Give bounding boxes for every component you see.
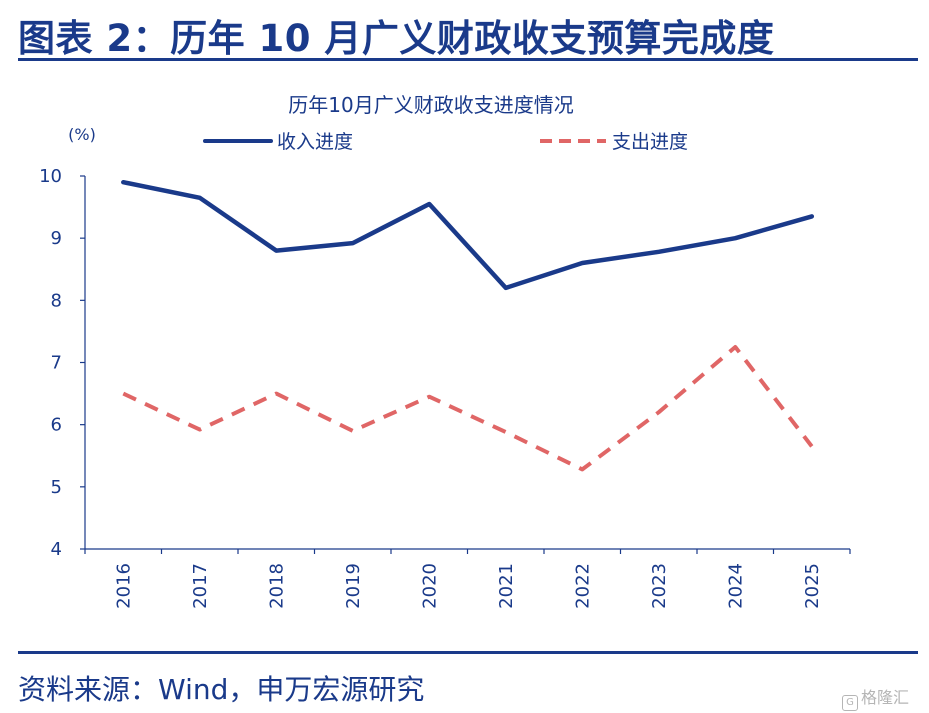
- series-line-expenditure: [122, 345, 814, 472]
- y-tick-label: 9: [51, 228, 62, 249]
- axes: 4 5 6 7 8 9 10 2016 2017 2018 2019 2020 2021 2022 2023…: [39, 166, 851, 609]
- legend: 收入进度 支出进度: [203, 131, 688, 153]
- watermark: G 格隆汇: [842, 684, 909, 711]
- series-line-revenue: [121, 179, 815, 291]
- title-rule: [18, 58, 918, 61]
- series-layer: [121, 179, 815, 472]
- legend-label: 支出进度: [612, 131, 688, 153]
- legend-label: 收入进度: [277, 131, 353, 153]
- y-tick-label: 7: [51, 353, 62, 374]
- y-tick-label: 10: [39, 166, 62, 187]
- y-tick-label: 5: [51, 477, 62, 498]
- x-tick-label: 2019: [343, 563, 364, 609]
- x-tick-label: 2017: [190, 563, 211, 609]
- y-tick-label: 8: [51, 290, 62, 311]
- source-note: 资料来源：Wind，申万宏源研究: [18, 673, 425, 706]
- x-tick-label: 2023: [649, 563, 670, 609]
- x-tick-label: 2022: [572, 563, 593, 609]
- figure-title: 图表 2：历年 10 月广义财政收支预算完成度: [18, 17, 775, 60]
- x-tick-label: 2020: [419, 563, 440, 609]
- y-axis-unit: (%): [68, 125, 96, 144]
- watermark-text: 格隆汇: [861, 688, 910, 707]
- y-tick-label: 6: [51, 415, 62, 436]
- x-tick-label: 2021: [496, 563, 517, 609]
- watermark-logo-icon: G: [842, 695, 858, 711]
- x-tick-label: 2025: [802, 563, 823, 609]
- source-rule: [18, 651, 918, 654]
- x-tick-label: 2016: [113, 563, 134, 609]
- x-tick-label: 2024: [725, 563, 746, 609]
- chart-title: 历年10月广义财政收支进度情况: [288, 93, 573, 117]
- x-tick-label: 2018: [266, 563, 287, 609]
- y-tick-label: 4: [51, 539, 62, 560]
